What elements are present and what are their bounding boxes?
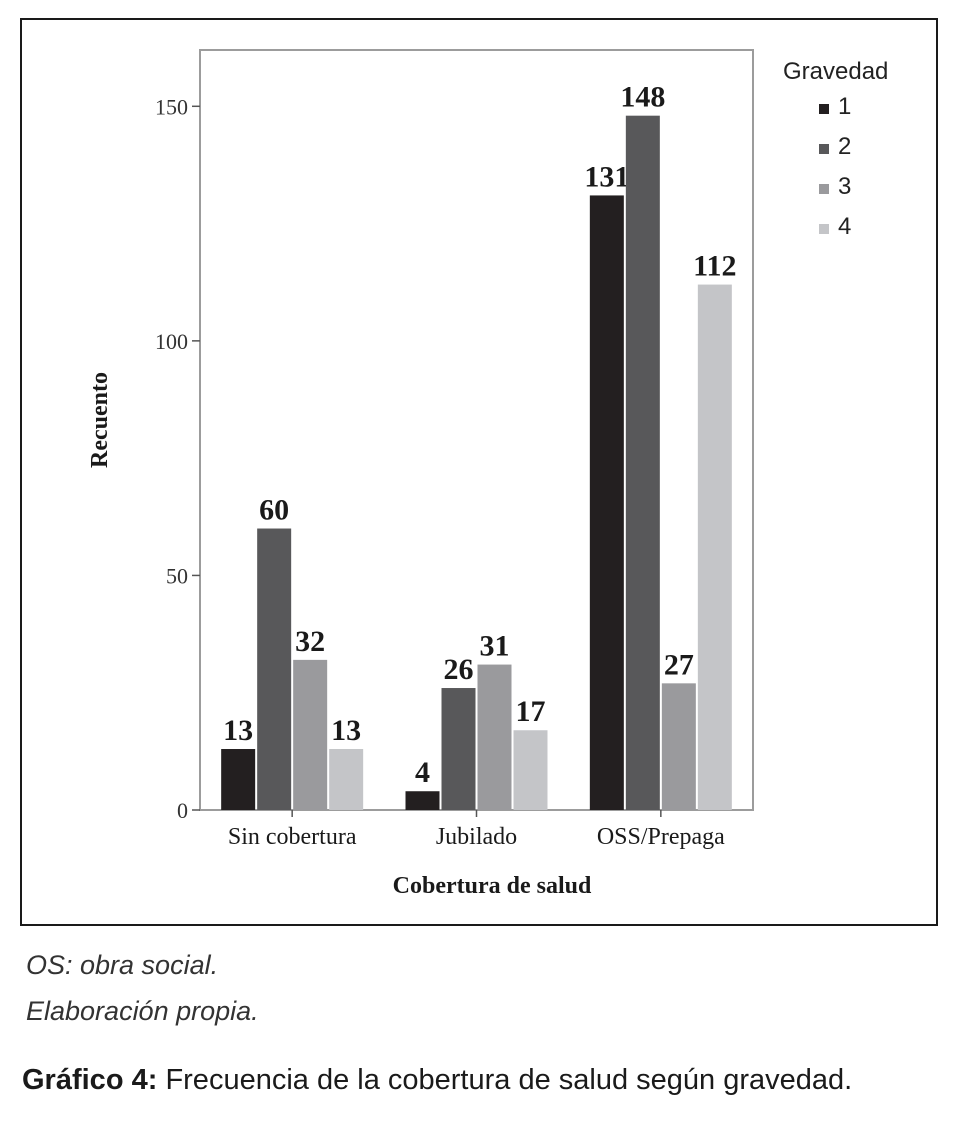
y-tick-label: 150: [155, 94, 188, 119]
bar-value-label: 17: [516, 695, 546, 728]
legend-swatch: [819, 184, 829, 194]
bar: [589, 195, 624, 810]
bar-value-label: 31: [480, 630, 510, 663]
bar-value-label: 60: [259, 494, 289, 527]
caption-text: Frecuencia de la cobertura de salud segú…: [165, 1064, 853, 1096]
bar: [405, 791, 440, 810]
figure-caption: Gráfico 4: Frecuencia de la cobertura de…: [22, 1064, 852, 1097]
bar: [221, 749, 256, 810]
bar: [329, 749, 364, 810]
x-axis-title: Cobertura de salud: [393, 873, 592, 899]
note-source: Elaboración propia.: [26, 996, 259, 1026]
x-tick-label: Jubilado: [436, 824, 517, 850]
bar: [257, 528, 292, 810]
legend-swatch: [819, 144, 829, 154]
y-axis: 0 50 100 150: [155, 94, 200, 823]
bar-value-label: 13: [331, 714, 361, 747]
legend: Gravedad 1 2 3 4: [783, 58, 888, 240]
note-abbreviation: OS: obra social.: [26, 950, 219, 980]
legend-swatch: [819, 104, 829, 114]
bar: [293, 659, 328, 810]
y-tick-label: 100: [155, 329, 188, 354]
bar-value-label: 32: [295, 625, 325, 658]
bar-value-label: 112: [693, 250, 736, 283]
legend-label: 1: [838, 93, 851, 120]
legend-title: Gravedad: [783, 58, 888, 85]
legend-label: 4: [838, 213, 851, 240]
bar: [513, 730, 548, 810]
x-tick-label: OSS/Prepaga: [597, 824, 725, 850]
chart-frame: [20, 18, 938, 926]
bar: [477, 664, 512, 810]
bar-value-label: 26: [444, 653, 474, 686]
bar-value-label: 4: [415, 756, 430, 789]
caption-label: Gráfico 4:: [22, 1064, 158, 1096]
y-tick-label: 50: [166, 563, 188, 588]
bar: [697, 284, 732, 811]
bar-value-label: 148: [620, 81, 665, 114]
legend-label: 2: [838, 133, 851, 160]
y-tick-label: 0: [177, 798, 188, 823]
y-axis-title: Recuento: [87, 372, 113, 468]
legend-swatch: [819, 224, 829, 234]
x-axis: Sin cobertura Jubilado OSS/Prepaga: [228, 810, 725, 850]
bar: [625, 115, 660, 810]
bar-value-label: 27: [664, 648, 694, 681]
legend-label: 3: [838, 173, 851, 200]
bar: [661, 683, 696, 810]
bar: [441, 688, 476, 810]
bar-value-label: 131: [584, 160, 629, 193]
bar-value-label: 13: [223, 714, 253, 747]
x-tick-label: Sin cobertura: [228, 824, 357, 850]
